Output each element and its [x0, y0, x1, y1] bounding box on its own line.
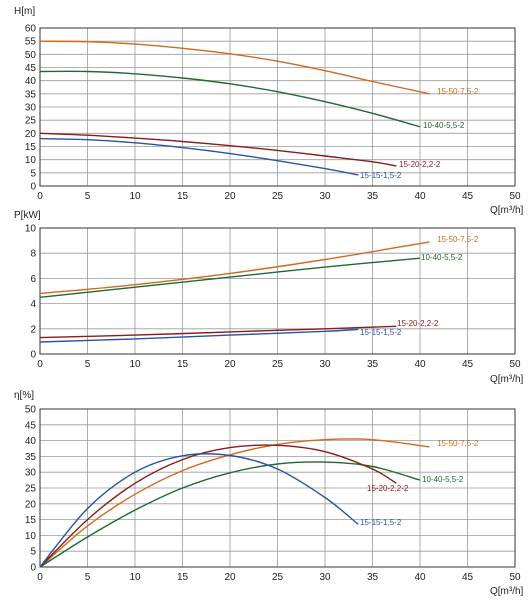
y-tick-label: 4 [30, 299, 36, 310]
series-line-15-20-2-2-2 [39, 132, 397, 167]
y-axis-title: P[kW] [14, 210, 41, 221]
x-tick-label: 50 [509, 572, 521, 583]
y-tick-label: 5 [30, 168, 36, 179]
y-tick-label: 50 [25, 50, 37, 61]
series-label-15-15-1-5-2: 15-15-1,5-2 [360, 518, 402, 527]
y-tick-label: 20 [25, 499, 37, 510]
x-tick-label: 35 [367, 191, 379, 202]
y-tick-label: 25 [25, 116, 37, 127]
x-tick-label: 35 [367, 572, 379, 583]
y-tick-label: 10 [25, 531, 37, 542]
x-tick-label: 0 [37, 191, 43, 202]
efficiency-chart: 0 5 10 15 20 25 30 35 40 45 50 0 5 10 15 20 25 30 35 40 45 50… [14, 390, 524, 597]
series-line-15-50-7-5-2 [39, 241, 430, 295]
x-tick-label: 10 [129, 359, 141, 370]
x-tick-label: 45 [462, 191, 474, 202]
series-label-15-20-2-2-2: 15-20-2,2-2 [367, 484, 409, 493]
series-label-15-20-2-2-2: 15-20-2,2-2 [399, 160, 441, 169]
x-tick-label: 40 [414, 359, 426, 370]
x-tick-label: 20 [224, 191, 236, 202]
y-tick-label: 2 [30, 324, 36, 335]
y-tick-label: 25 [25, 484, 37, 495]
y-tick-label: 35 [25, 452, 37, 463]
x-axis-title: Q[m³/h] [490, 374, 524, 385]
y-tick-label: 45 [25, 63, 37, 74]
plot-border [39, 27, 516, 187]
plot-border [39, 408, 516, 568]
head-chart: 0 5 10 15 20 25 30 35 40 45 50 0 5 10 15 20 25 30 35 40 45 50… [14, 6, 524, 216]
y-tick-label: 30 [25, 468, 37, 479]
series-line-10-40-5-5-2 [39, 257, 421, 298]
series-line-10-40-5-5-2 [39, 461, 421, 568]
y-tick-label: 0 [30, 563, 36, 574]
y-tick-label: 40 [25, 436, 37, 447]
x-tick-label: 50 [509, 191, 521, 202]
series-label-15-15-1-5-2: 15-15-1,5-2 [360, 328, 402, 337]
x-axis-title: Q[m³/h] [490, 205, 524, 216]
y-tick-label: 5 [30, 547, 36, 558]
x-tick-label: 30 [319, 359, 331, 370]
y-tick-label: 0 [30, 350, 36, 361]
series-line-15-50-7-5-2 [39, 40, 430, 95]
x-tick-label: 5 [85, 359, 91, 370]
series-label-15-50-7-5-2: 15-50-7,5-2 [437, 439, 479, 448]
x-tick-label: 40 [414, 572, 426, 583]
y-tick-label: 60 [25, 24, 37, 35]
series-line-15-20-2-2-2 [39, 325, 397, 339]
series-label-15-15-1-5-2: 15-15-1,5-2 [360, 171, 402, 180]
x-tick-label: 15 [177, 359, 189, 370]
y-tick-label: 15 [25, 142, 37, 153]
y-tick-label: 55 [25, 37, 37, 48]
y-tick-label: 20 [25, 129, 37, 140]
series-line-15-20-2-2-2 [39, 444, 397, 568]
x-tick-label: 25 [272, 572, 284, 583]
series-label-15-50-7-5-2: 15-50-7,5-2 [437, 87, 479, 96]
y-tick-label: 10 [25, 224, 37, 235]
x-tick-label: 20 [224, 359, 236, 370]
y-tick-label: 30 [25, 103, 37, 114]
plot-border [39, 227, 516, 355]
y-tick-label: 6 [30, 274, 36, 285]
y-tick-label: 40 [25, 76, 37, 87]
y-tick-label: 35 [25, 89, 37, 100]
x-axis-title: Q[m³/h] [490, 586, 524, 597]
x-tick-label: 30 [319, 572, 331, 583]
x-tick-label: 40 [414, 191, 426, 202]
y-tick-label: 15 [25, 515, 37, 526]
series-line-15-15-1-5-2 [39, 453, 359, 568]
y-tick-label: 0 [30, 182, 36, 193]
series-label-10-40-5-5-2: 10-40-5,5-2 [422, 475, 464, 484]
y-axis-title: η[%] [14, 390, 34, 401]
x-tick-label: 0 [37, 572, 43, 583]
y-tick-label: 45 [25, 420, 37, 431]
x-tick-label: 5 [85, 191, 91, 202]
x-tick-label: 15 [177, 572, 189, 583]
x-tick-label: 30 [319, 191, 331, 202]
x-tick-label: 10 [129, 191, 141, 202]
x-tick-label: 5 [85, 572, 91, 583]
series-label-10-40-5-5-2: 10-40-5,5-2 [421, 253, 463, 262]
x-tick-label: 45 [462, 359, 474, 370]
x-tick-label: 25 [272, 191, 284, 202]
series-label-10-40-5-5-2: 10-40-5,5-2 [423, 121, 465, 130]
x-tick-label: 15 [177, 191, 189, 202]
x-tick-label: 35 [367, 359, 379, 370]
x-tick-label: 25 [272, 359, 284, 370]
y-tick-label: 10 [25, 155, 37, 166]
series-line-15-15-1-5-2 [39, 137, 359, 176]
x-tick-label: 10 [129, 572, 141, 583]
y-axis-title: H[m] [14, 6, 35, 17]
power-chart: 0 5 10 15 20 25 30 35 40 45 50 0 2 4 6 8 10 P[kW] Q[m³/h] 1… [14, 210, 524, 385]
x-tick-label: 0 [37, 359, 43, 370]
y-tick-label: 50 [25, 405, 37, 416]
series-label-15-50-7-5-2: 15-50-7,5-2 [437, 235, 479, 244]
series-line-15-15-1-5-2 [39, 328, 359, 343]
x-tick-label: 50 [509, 359, 521, 370]
series-line-10-40-5-5-2 [39, 70, 421, 128]
series-label-15-20-2-2-2: 15-20-2,2-2 [397, 319, 439, 328]
y-tick-label: 8 [30, 249, 36, 260]
x-tick-label: 20 [224, 572, 236, 583]
x-tick-label: 45 [462, 572, 474, 583]
